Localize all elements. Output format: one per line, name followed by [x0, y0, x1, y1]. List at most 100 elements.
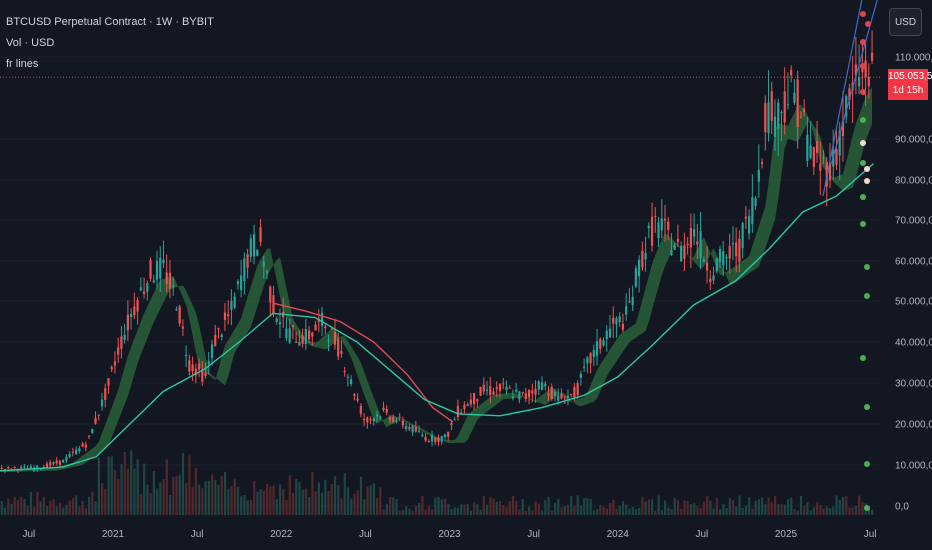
volume-bar: [107, 456, 110, 515]
volume-bar: [495, 501, 498, 515]
candle-body: [359, 405, 362, 414]
candle-body: [168, 272, 172, 289]
candle-body: [557, 395, 560, 401]
volume-bar: [395, 498, 398, 515]
volume-bar: [861, 502, 864, 515]
volume-bar: [139, 493, 143, 515]
volume-bar: [346, 487, 350, 515]
signal-dot-5: [860, 117, 866, 123]
volume-bar: [796, 510, 799, 515]
volume-bar: [337, 485, 340, 515]
volume-bar: [693, 502, 696, 515]
volume-bar: [52, 499, 55, 515]
candle-body: [295, 341, 298, 343]
volume-bar: [36, 491, 39, 515]
candle-body: [307, 330, 311, 340]
volume-bar: [712, 508, 715, 515]
volume-bar: [418, 503, 421, 515]
volume-bar: [172, 476, 175, 515]
volume-bar: [524, 510, 528, 515]
x-tick-label: 2025: [775, 529, 798, 540]
volume-bar: [350, 498, 353, 515]
volume-bar: [770, 502, 773, 515]
volume-bar: [725, 508, 728, 515]
candle-body: [754, 198, 757, 206]
candle-body: [621, 323, 625, 330]
volume-bar: [233, 479, 236, 515]
candle-body: [269, 286, 272, 303]
volume-bar: [343, 473, 346, 515]
candle-body: [560, 393, 563, 399]
y-tick-label: 40.000,0: [895, 338, 932, 349]
candle-body: [699, 231, 702, 259]
candle-body: [476, 399, 479, 402]
volume-bar: [295, 479, 298, 515]
x-tick-label: 2023: [438, 529, 461, 540]
volume-bar: [217, 484, 220, 515]
candle-body: [210, 344, 214, 358]
candle-body: [75, 449, 78, 455]
candle-body: [343, 371, 346, 373]
volume-bar: [33, 506, 36, 515]
candle-body: [453, 419, 456, 421]
candle-body: [579, 373, 582, 378]
volume-bar: [165, 459, 168, 515]
volume-bar: [194, 467, 198, 515]
candle-body: [327, 340, 330, 342]
candle-body: [828, 163, 832, 181]
candle-body: [288, 328, 291, 343]
volume-bar: [848, 507, 851, 515]
volume-bar: [757, 499, 761, 515]
candle-body: [139, 287, 142, 291]
volume-bar: [256, 491, 259, 515]
signal-dot-1: [865, 21, 871, 27]
candle-body: [709, 278, 712, 282]
volume-bar: [505, 507, 508, 515]
candle-body: [110, 366, 113, 370]
candle-body: [854, 64, 857, 76]
currency-button[interactable]: USD: [889, 8, 922, 36]
volume-bar: [75, 495, 78, 515]
volume-bar: [45, 505, 49, 515]
volume-bar: [628, 508, 631, 515]
candle-body: [430, 434, 434, 442]
volume-bar: [702, 501, 706, 515]
volume-bar: [236, 486, 240, 515]
volume-bar: [560, 507, 563, 515]
candle-body: [489, 385, 492, 396]
candle-body: [689, 228, 692, 248]
candle-body: [159, 257, 162, 279]
candle-body: [353, 394, 356, 397]
candle-body: [7, 467, 10, 469]
candle-body: [537, 381, 540, 390]
candle-body: [518, 391, 521, 400]
candle-body: [531, 390, 534, 394]
candle-body: [650, 216, 654, 246]
x-tick-label: Jul: [864, 529, 877, 540]
volume-bar: [304, 488, 308, 515]
volume-bar: [790, 497, 793, 515]
volume-bar: [851, 507, 854, 515]
signal-dot-14: [860, 355, 866, 361]
volume-bar: [81, 500, 84, 515]
volume-bar: [550, 510, 553, 515]
candle-body: [722, 251, 725, 266]
candle-body: [751, 197, 754, 224]
candle-body: [845, 96, 848, 117]
candle-body: [175, 309, 178, 311]
volume-bar: [3, 507, 7, 515]
volume-bar: [7, 498, 10, 515]
volume-bar: [534, 501, 537, 515]
candle-body: [822, 157, 825, 159]
volume-bar: [282, 488, 285, 515]
candle-body: [815, 141, 819, 153]
candle-body: [45, 463, 49, 468]
volume-bar: [359, 476, 363, 515]
candle-body: [735, 242, 738, 257]
volume-bar: [201, 488, 204, 515]
candle-body: [544, 383, 547, 387]
volume-bar: [867, 508, 871, 515]
volume-bar: [434, 497, 437, 515]
volume-bar: [246, 500, 249, 515]
